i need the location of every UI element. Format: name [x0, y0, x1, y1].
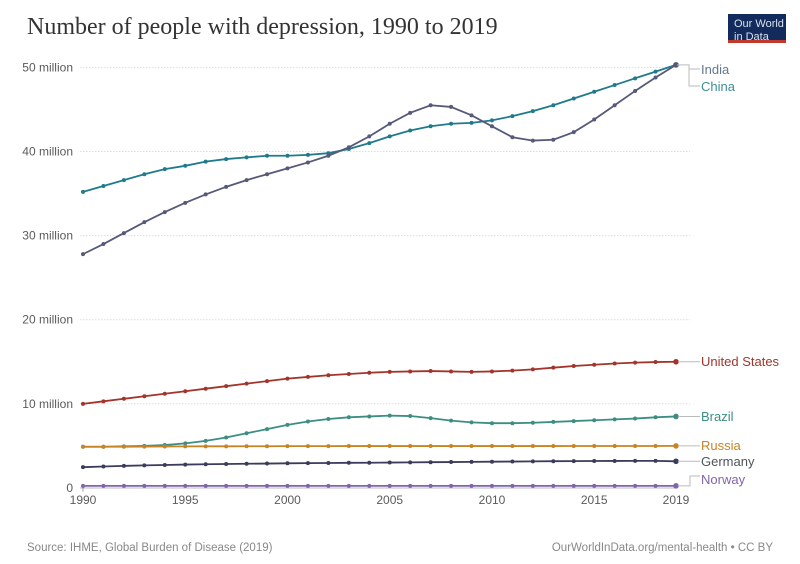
svg-text:1990: 1990	[70, 493, 97, 507]
svg-text:2005: 2005	[376, 493, 403, 507]
svg-text:1995: 1995	[172, 493, 199, 507]
svg-text:30 million: 30 million	[22, 229, 73, 243]
svg-text:2010: 2010	[479, 493, 506, 507]
svg-text:2019: 2019	[663, 493, 690, 507]
svg-text:10 million: 10 million	[22, 397, 73, 411]
svg-text:2000: 2000	[274, 493, 301, 507]
svg-text:2015: 2015	[581, 493, 608, 507]
svg-text:50 million: 50 million	[22, 60, 73, 74]
svg-text:40 million: 40 million	[22, 145, 73, 159]
svg-text:20 million: 20 million	[22, 313, 73, 327]
